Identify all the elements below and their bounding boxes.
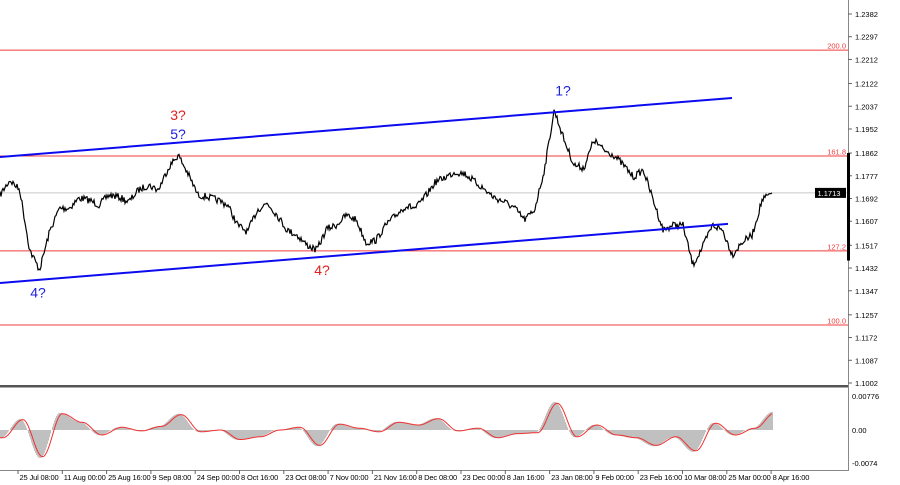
panel-separator[interactable] xyxy=(0,385,848,388)
price-tick-label: 1.1257 xyxy=(855,311,878,320)
time-tick-label: 23 Feb 16:00 xyxy=(640,473,682,482)
price-tick-label: 1.2122 xyxy=(855,80,878,89)
channel-upper-line[interactable] xyxy=(0,96,733,159)
wave-label: 5? xyxy=(170,126,186,142)
fib-level-label: 127.2 xyxy=(827,242,846,251)
wave-label: 1? xyxy=(555,83,571,99)
time-tick-label: 24 Sep 00:00 xyxy=(197,473,240,482)
channel-lower-line[interactable] xyxy=(0,222,729,285)
price-tick-label: 1.1517 xyxy=(855,241,878,250)
oscillator-tick-label: 0.00 xyxy=(852,426,867,435)
time-tick-label: 23 Jan 08:00 xyxy=(551,473,593,482)
wave-label: 4? xyxy=(314,262,330,278)
time-tick-label: 11 Aug 00:00 xyxy=(64,473,106,482)
price-tick-label: 1.1692 xyxy=(855,195,878,204)
time-tick-label: 23 Oct 08:00 xyxy=(285,473,326,482)
time-tick-label: 25 Aug 16:00 xyxy=(108,473,150,482)
price-tick-label: 1.2297 xyxy=(855,33,878,42)
price-tick-label: 1.1607 xyxy=(855,217,878,226)
current-price-tag: 1.1713 xyxy=(815,187,846,198)
oscillator-tick-label: -0.0074 xyxy=(852,459,877,468)
time-tick-label: 8 Oct 16:00 xyxy=(241,473,278,482)
time-tick-label: 10 Mar 08:00 xyxy=(684,473,726,482)
price-tick-label: 1.1777 xyxy=(855,172,878,181)
wave-label: 4? xyxy=(30,285,46,301)
time-tick-label: 9 Feb 00:00 xyxy=(595,473,633,482)
time-tick-label: 25 Jul 08:00 xyxy=(20,473,59,482)
time-tick-label: 8 Jan 16:00 xyxy=(507,473,545,482)
price-range-bar xyxy=(847,153,850,261)
price-tick-label: 1.1172 xyxy=(855,334,877,343)
price-tick-label: 1.1862 xyxy=(855,149,878,158)
price-tick-label: 1.2037 xyxy=(855,102,878,111)
wave-label: 3? xyxy=(170,107,186,123)
time-tick-label: 23 Dec 00:00 xyxy=(463,473,506,482)
fib-level-label: 100.0 xyxy=(827,316,846,325)
time-tick-label: 25 Mar 00:00 xyxy=(728,473,770,482)
time-tick-label: 8 Apr 16:00 xyxy=(773,473,810,482)
oscillator-tick-label: 0.00776 xyxy=(852,392,879,401)
time-tick-label: 21 Nov 16:00 xyxy=(374,473,417,482)
price-tick-label: 1.1087 xyxy=(855,356,878,365)
time-tick-label: 7 Nov 00:00 xyxy=(330,473,369,482)
price-tick-label: 1.2382 xyxy=(855,10,878,19)
current-price-label: 1.1713 xyxy=(818,189,841,198)
fib-level-label: 161.8 xyxy=(827,147,846,156)
fib-level-label: 200.0 xyxy=(827,42,846,51)
price-series-line xyxy=(0,109,773,271)
time-tick-label: 8 Dec 08:00 xyxy=(418,473,457,482)
price-tick-label: 1.2212 xyxy=(855,55,878,64)
price-tick-label: 1.1347 xyxy=(855,287,878,296)
price-tick-label: 1.1432 xyxy=(855,264,878,273)
oscillator-signal-line xyxy=(0,402,773,458)
price-tick-label: 1.1952 xyxy=(855,125,878,134)
price-tick-label: 1.1002 xyxy=(855,379,878,388)
time-tick-label: 9 Sep 08:00 xyxy=(152,473,191,482)
